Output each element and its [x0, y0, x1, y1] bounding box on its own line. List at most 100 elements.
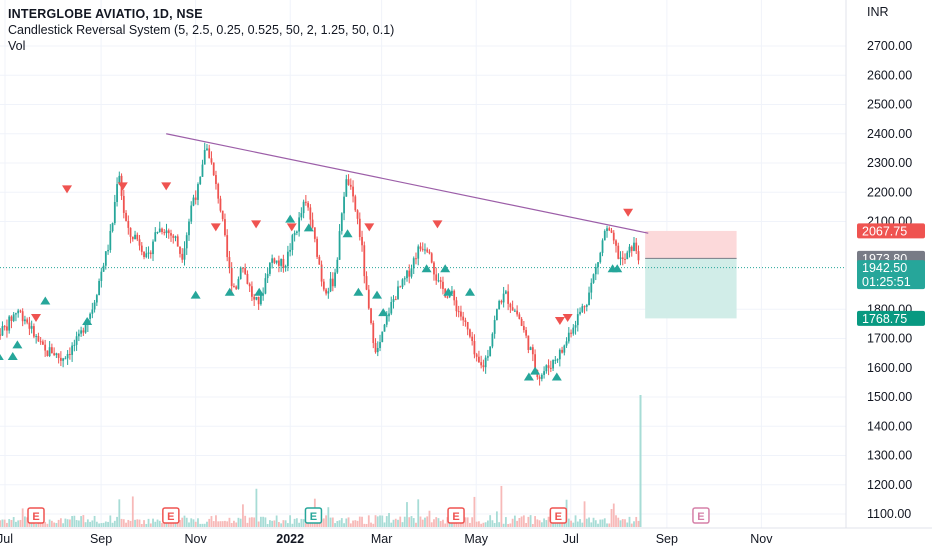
- earnings-marker[interactable]: E: [447, 507, 465, 524]
- price-tick-label: 1600.00: [867, 361, 912, 375]
- volume-bar: [531, 523, 534, 527]
- volume-bar: [161, 522, 163, 527]
- volume-bar: [583, 501, 586, 527]
- short-position-zones[interactable]: [645, 230, 737, 319]
- candle-body: [399, 286, 402, 288]
- volume-bar: [118, 499, 121, 527]
- candle-body: [24, 319, 26, 322]
- bullish-signal-marker: [378, 308, 389, 317]
- volume-bar: [421, 519, 424, 527]
- volume-bar: [116, 516, 118, 527]
- earnings-marker[interactable]: E: [304, 507, 323, 524]
- candle-body: [534, 354, 536, 370]
- volume-bar: [581, 522, 584, 527]
- stop-loss-zone: [645, 230, 737, 259]
- symbol-title[interactable]: INTERGLOBE AVIATIO, 1D, NSE: [8, 7, 203, 21]
- volume-bar: [226, 521, 229, 527]
- candle-body: [628, 246, 631, 253]
- earnings-marker[interactable]: E: [692, 507, 710, 524]
- candle-body: [552, 359, 554, 369]
- candle-body: [390, 302, 393, 314]
- volume-bar: [113, 520, 116, 527]
- bullish-signal-marker: [612, 264, 623, 273]
- candle-body: [394, 299, 397, 301]
- candle-body: [158, 228, 161, 233]
- volume-bar: [507, 523, 510, 527]
- volume-bar: [433, 519, 435, 527]
- candle-body: [428, 251, 431, 254]
- candle-body: [453, 290, 456, 301]
- volume-bar: [255, 488, 258, 527]
- bullish-signal-marker: [254, 287, 265, 296]
- bearish-signal-marker: [562, 314, 573, 323]
- volume-bar: [552, 522, 554, 527]
- candle-body: [502, 293, 505, 303]
- volume-bar: [194, 521, 197, 527]
- volume-bar: [493, 522, 496, 527]
- volume-bar: [599, 519, 602, 527]
- candle-body: [273, 258, 276, 263]
- candle-body: [588, 292, 590, 306]
- volume-bar: [412, 518, 415, 527]
- volume-bar: [327, 507, 330, 527]
- volume-bar: [388, 512, 390, 527]
- time-axis[interactable]: Jul Sep Nov 2022 Mar May Jul Sep Nov: [0, 532, 773, 546]
- candle-body: [104, 251, 107, 266]
- candle-body: [363, 245, 366, 277]
- candle-body: [318, 256, 321, 265]
- earnings-marker[interactable]: E: [27, 507, 45, 524]
- volume-bar: [17, 520, 20, 527]
- indicator-legend[interactable]: Candlestick Reversal System (5, 2.5, 0.2…: [8, 23, 395, 37]
- volume-bar: [424, 517, 426, 527]
- candle-body: [17, 310, 20, 314]
- candle-body: [410, 268, 413, 277]
- volume-bar: [262, 516, 265, 527]
- trendline[interactable]: [166, 133, 649, 234]
- candle-body: [484, 357, 487, 368]
- candle-body: [140, 245, 143, 252]
- volume-bar: [385, 516, 388, 527]
- volume-bar: [165, 520, 168, 527]
- currency-label: INR: [867, 5, 889, 19]
- candle-body: [516, 310, 519, 315]
- candle-body: [473, 341, 476, 355]
- earnings-marker[interactable]: E: [549, 507, 568, 524]
- volume-bar: [77, 520, 80, 527]
- volume-bar: [91, 520, 94, 527]
- candle-body: [617, 245, 620, 259]
- bullish-signal-marker: [285, 214, 296, 223]
- candle-body: [95, 295, 98, 303]
- volume-bar: [268, 520, 271, 527]
- bullish-signal-marker: [372, 290, 382, 299]
- candle-body: [599, 252, 602, 263]
- candle-body: [152, 241, 154, 255]
- candle-body: [217, 183, 220, 199]
- volume-bar: [487, 520, 489, 527]
- candle-body: [80, 330, 83, 334]
- volume-bar: [71, 516, 74, 527]
- volume-bar: [367, 515, 370, 527]
- candle-body: [66, 353, 69, 359]
- price-axis[interactable]: 2700.00 2600.00 2500.00 2400.00 2300.00 2200.…: [867, 39, 912, 521]
- volume-bar: [8, 519, 11, 527]
- candle-body: [10, 316, 13, 321]
- candle-body: [48, 347, 51, 357]
- volume-legend[interactable]: Vol: [8, 39, 26, 53]
- candle-body: [210, 158, 213, 163]
- candle-body: [430, 253, 433, 263]
- candle-body: [563, 345, 566, 353]
- candle-body: [543, 371, 545, 375]
- candle-body: [527, 335, 530, 350]
- candlesticks: [0, 142, 640, 386]
- volume-bar: [239, 518, 242, 527]
- candle-body: [19, 310, 22, 312]
- volume-bar: [21, 508, 24, 527]
- volume-bar: [295, 518, 298, 527]
- price-tick-label: 2500.00: [867, 98, 912, 112]
- earnings-marker[interactable]: E: [162, 507, 180, 524]
- volume-bar: [491, 520, 494, 527]
- volume-bar: [201, 523, 204, 527]
- bullish-signal-marker: [0, 353, 4, 361]
